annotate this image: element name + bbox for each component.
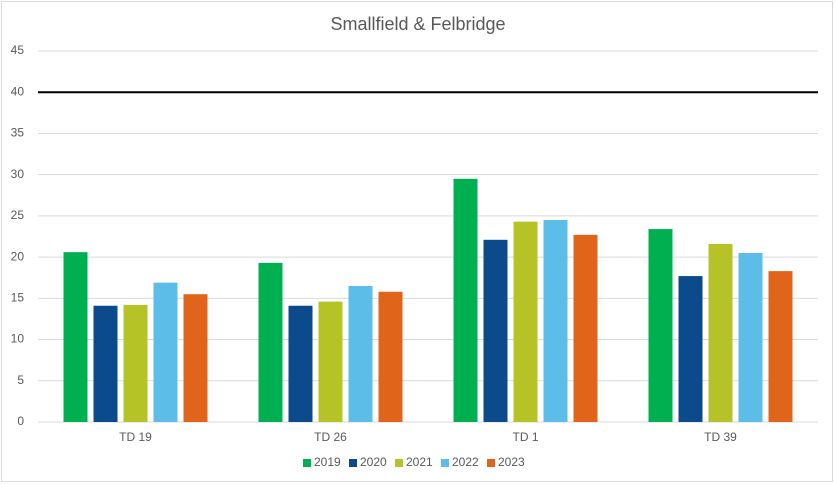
legend-swatch (441, 459, 449, 467)
y-tick-label: 5 (17, 373, 24, 387)
bar (543, 220, 568, 422)
bar (483, 239, 508, 422)
legend-swatch (395, 459, 403, 467)
bar (288, 305, 313, 422)
legend-label: 2020 (360, 455, 387, 469)
y-tick-label: 35 (11, 126, 25, 140)
legend-label: 2023 (498, 455, 525, 469)
bar (378, 291, 403, 422)
bar (183, 294, 208, 422)
legend-swatch (349, 459, 357, 467)
y-tick-label: 0 (17, 414, 24, 428)
bar (708, 243, 733, 422)
y-tick-label: 15 (11, 291, 25, 305)
bar (573, 234, 598, 422)
legend-label: 2019 (314, 455, 341, 469)
y-tick-label: 40 (11, 84, 25, 98)
x-tick-label: TD 1 (512, 430, 538, 444)
bar (648, 229, 673, 422)
bar (123, 304, 148, 422)
bar (768, 271, 793, 422)
x-tick-label: TD 19 (119, 430, 152, 444)
y-tick-label: 25 (11, 208, 25, 222)
x-tick-label: TD 39 (704, 430, 737, 444)
bar (318, 301, 343, 422)
bar (678, 276, 703, 422)
bar (513, 221, 538, 422)
legend-swatch (487, 459, 495, 467)
x-tick-label: TD 26 (314, 430, 347, 444)
y-tick-label: 10 (11, 332, 25, 346)
bar (258, 262, 283, 422)
legend-label: 2022 (452, 455, 479, 469)
bar (93, 305, 118, 422)
bar (153, 282, 178, 422)
chart-title: Smallfield & Felbridge (330, 14, 505, 34)
legend-label: 2021 (406, 455, 433, 469)
bar (63, 252, 88, 422)
y-tick-label: 45 (11, 43, 25, 57)
y-tick-label: 30 (11, 167, 25, 181)
bar (453, 178, 478, 422)
y-tick-label: 20 (11, 249, 25, 263)
legend-swatch (303, 459, 311, 467)
bar (348, 285, 373, 422)
bar (738, 252, 763, 422)
